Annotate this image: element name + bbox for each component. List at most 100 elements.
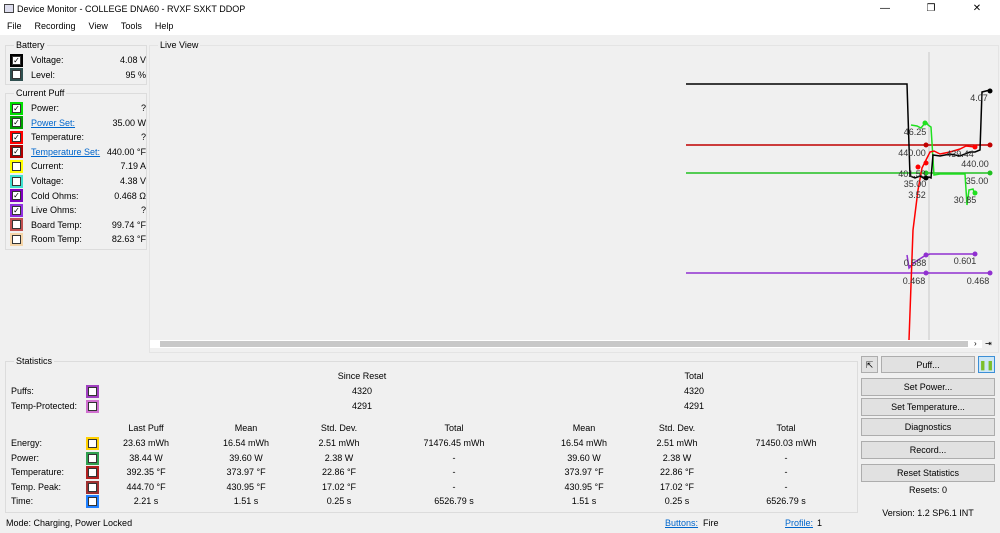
channel-label: Current:	[31, 161, 64, 172]
channel-value: ?	[140, 205, 146, 216]
cold-ohms-point	[987, 270, 993, 276]
stat-checkbox[interactable]	[88, 482, 97, 492]
channel-row: Level: 95 %	[10, 68, 146, 82]
channel-color-swatch: ✓	[10, 101, 23, 115]
channel-value: 35.00 W	[112, 117, 146, 128]
record-button[interactable]: Record...	[861, 441, 995, 459]
scrollbar-thumb[interactable]	[160, 341, 968, 347]
count-checkbox[interactable]	[88, 387, 97, 396]
channel-row: ✓ Temperature: ?	[10, 130, 146, 144]
stat-checkbox[interactable]	[88, 453, 97, 463]
channel-checkbox[interactable]: ✓	[12, 103, 21, 113]
reset-statistics-button[interactable]: Reset Statistics	[861, 464, 995, 482]
channel-checkbox[interactable]: ✓	[12, 147, 21, 157]
statistics-title: Statistics	[14, 356, 55, 366]
menu-help[interactable]: Help	[154, 21, 174, 31]
channel-label: Temperature:	[31, 132, 85, 143]
trace-value-label: 401.53	[898, 169, 926, 179]
battery-voltage-point	[923, 175, 929, 181]
stat-cell: 38.44 W	[129, 452, 163, 463]
channel-checkbox[interactable]	[12, 70, 21, 80]
power-set-point	[923, 170, 929, 176]
count-checkbox[interactable]	[88, 402, 97, 411]
channel-checkbox[interactable]: ✓	[12, 191, 21, 201]
channel-row: ✓ Voltage: 4.08 V	[10, 53, 146, 67]
stat-cell: 22.86 °F	[659, 467, 695, 478]
stat-cell: 0.25 s	[664, 496, 690, 507]
stat-column-header: Mean	[234, 423, 258, 433]
pause-button[interactable]: ❚❚	[978, 356, 995, 373]
buttons-link[interactable]: Buttons:	[665, 518, 699, 528]
channel-label[interactable]: Power Set:	[31, 117, 76, 128]
stat-cell: 2.51 mWh	[318, 438, 360, 448]
channel-label[interactable]: Temperature Set:	[31, 146, 101, 157]
channel-checkbox[interactable]: ✓	[12, 205, 21, 215]
since-reset-header: Since Reset	[337, 371, 387, 381]
puff-button[interactable]: Puff...	[881, 356, 975, 373]
stat-checkbox[interactable]	[88, 439, 97, 448]
battery-voltage-trace	[686, 83, 991, 180]
maximize-button[interactable]: ❐	[926, 3, 936, 14]
stat-cell: -	[784, 452, 788, 463]
diagnostics-button[interactable]: Diagnostics	[861, 418, 995, 436]
resets-count: Resets: 0	[908, 485, 948, 495]
channel-row: ✓ Cold Ohms: 0.468 Ω	[10, 189, 146, 203]
set-power-button[interactable]: Set Power...	[861, 378, 995, 396]
temperature-set-point	[923, 142, 929, 148]
channel-row: Board Temp: 99.74 °F	[10, 218, 146, 232]
stat-row-label: Time:	[11, 496, 34, 507]
channel-checkbox[interactable]	[12, 176, 21, 186]
menu-view[interactable]: View	[88, 21, 108, 31]
channel-color-swatch: ✓	[10, 203, 23, 217]
set-temperature-button[interactable]: Set Temperature...	[861, 398, 995, 416]
cold-ohms-point	[923, 270, 929, 276]
menu-tools[interactable]: Tools	[120, 21, 142, 31]
stat-column-header: Last Puff	[128, 423, 164, 433]
stat-cell: -	[784, 481, 788, 492]
channel-value: ?	[140, 103, 146, 113]
stat-checkbox[interactable]	[88, 468, 97, 478]
count-color-swatch	[86, 400, 99, 413]
channel-color-swatch	[10, 174, 23, 188]
count-label: Temp-Protected:	[11, 401, 78, 411]
minimize-button[interactable]: —	[880, 3, 890, 14]
channel-checkbox[interactable]	[12, 161, 21, 171]
menu-file[interactable]: File	[7, 21, 22, 31]
channel-checkbox[interactable]: ✓	[12, 55, 21, 65]
channel-checkbox[interactable]	[12, 220, 21, 230]
menu-recording[interactable]: Recording	[34, 21, 76, 31]
horizontal-scrollbar[interactable]	[150, 340, 982, 348]
stat-checkbox[interactable]	[88, 497, 97, 507]
pause-icon: ❚❚	[979, 360, 995, 370]
scroll-end-icon[interactable]: ⇥	[985, 339, 992, 348]
channel-row: Room Temp: 82.63 °F	[10, 232, 146, 246]
close-button[interactable]: ✕	[972, 3, 982, 14]
stat-column-header: Total	[776, 423, 796, 433]
stat-cell: 0.25 s	[326, 496, 352, 507]
profile-link[interactable]: Profile:	[785, 518, 814, 528]
window-title: Device Monitor - COLLEGE DNA60 - RVXF SX…	[17, 3, 246, 14]
power-point	[972, 190, 978, 196]
pointer-button[interactable]: ⇱	[861, 356, 878, 373]
stat-cell: -	[452, 452, 456, 463]
channel-value: 7.19 A	[120, 161, 146, 172]
channel-value: 99.74 °F	[111, 219, 146, 230]
statistics-group: Statistics	[5, 356, 858, 513]
scroll-right-icon[interactable]: ›	[974, 339, 977, 348]
battery-title: Battery	[14, 40, 47, 50]
stat-cell: 17.02 °F	[659, 481, 695, 492]
channel-color-swatch: ✓	[10, 145, 23, 159]
stat-cell: 2.21 s	[133, 496, 159, 507]
channel-checkbox[interactable]: ✓	[12, 118, 21, 128]
stat-row-label: Energy:	[11, 438, 43, 448]
temperature-point	[915, 164, 921, 170]
trace-value-label: 440.00	[961, 159, 989, 169]
channel-row: ✓ Power Set: 35.00 W	[10, 116, 146, 130]
count-color-swatch	[86, 385, 99, 398]
stat-cell: 2.38 W	[662, 452, 692, 463]
battery-group: Battery ✓ Voltage: 4.08 V Level: 95 %	[5, 40, 147, 85]
channel-checkbox[interactable]	[12, 234, 21, 244]
live-ohms-trace	[906, 253, 975, 270]
channel-checkbox[interactable]: ✓	[12, 132, 21, 142]
channel-color-swatch: ✓	[10, 130, 23, 144]
